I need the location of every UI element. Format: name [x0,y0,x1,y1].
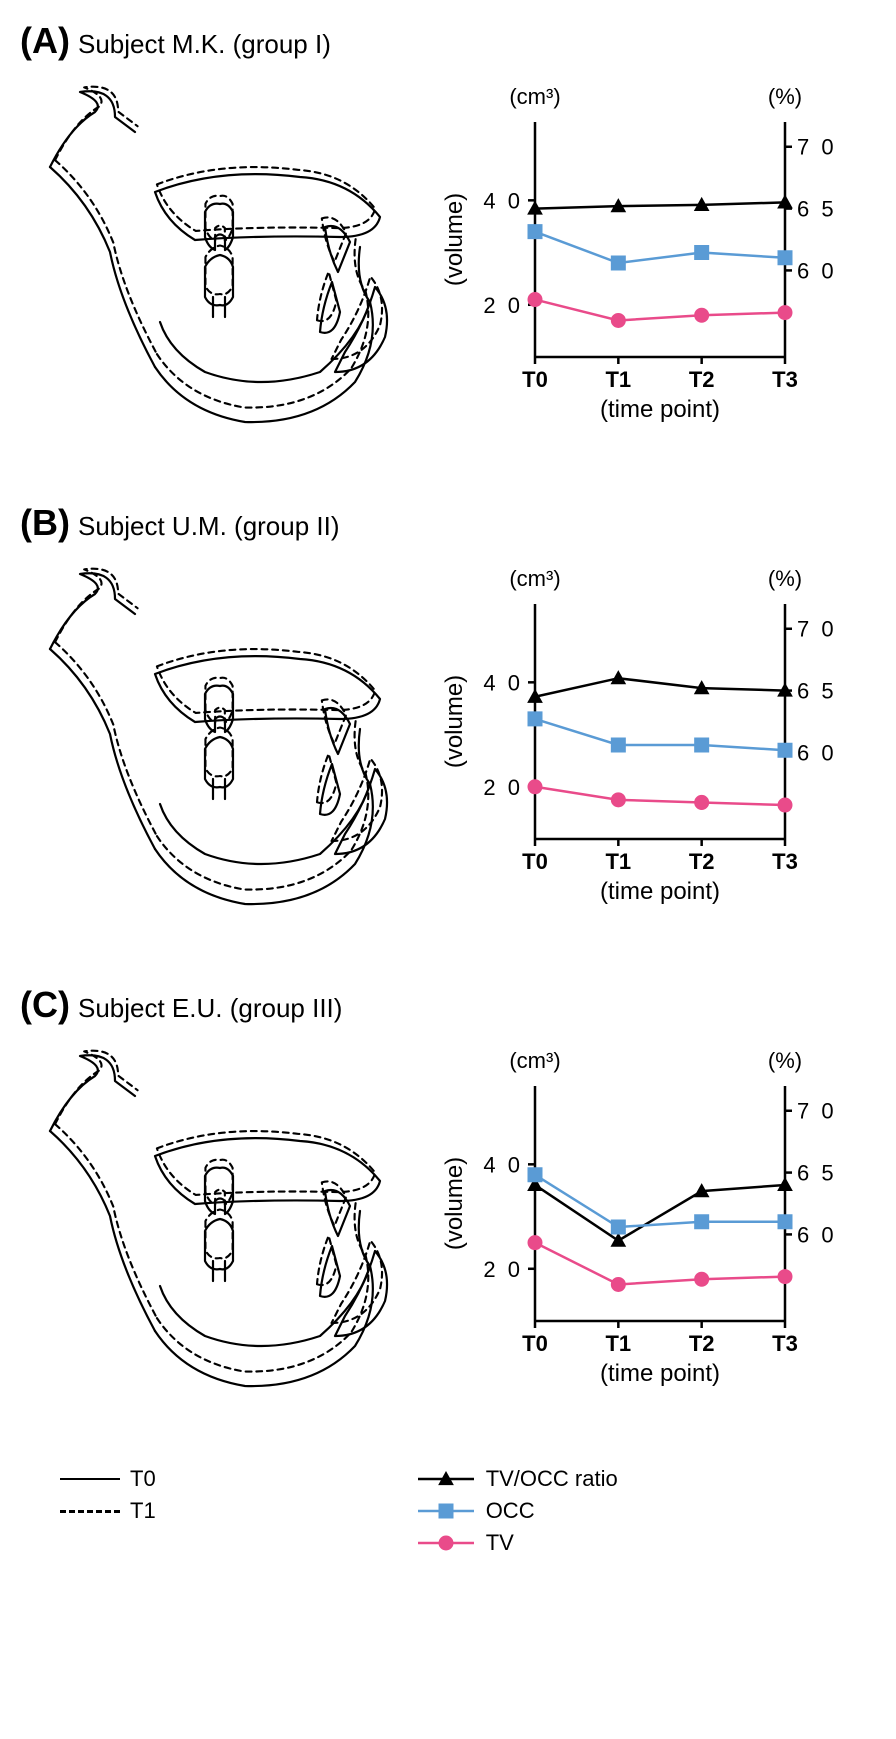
panel-body: 2 0 4 0 6 0 6 5 7 0 T0 T1 T2 T3 (cm³) (%) (volume) (… [20,554,876,934]
svg-text:(time point): (time point) [600,1360,720,1387]
panel-body: 2 0 4 0 6 0 6 5 7 0 T0 T1 T2 T3 (cm³) (%) (volume) (… [20,72,876,452]
legend-series-label: TV [486,1530,514,1556]
figure-legend: T0 T1 TV/OCC ratio OCC TV [20,1466,876,1556]
svg-text:T2: T2 [689,1331,715,1356]
panel-header: (A) Subject M.K. (group I) [20,20,876,62]
legend-t0-label: T0 [130,1466,156,1492]
panel-title: Subject M.K. (group I) [78,29,331,60]
svg-text:(%): (%) [768,84,802,109]
svg-text:7 0: 7 0 [797,1099,837,1124]
svg-text:2 0: 2 0 [483,775,523,800]
cephalometric-tracing-icon [20,554,420,934]
legend-series-item: OCC [416,1498,618,1524]
panel-title: Subject E.U. (group III) [78,993,342,1024]
legend-series-item: TV/OCC ratio [416,1466,618,1492]
svg-text:T1: T1 [605,367,631,392]
svg-text:(time point): (time point) [600,396,720,423]
panel-header: (C) Subject E.U. (group III) [20,984,876,1026]
svg-text:T0: T0 [522,849,548,874]
svg-text:(cm³): (cm³) [509,1048,560,1073]
svg-text:6 5: 6 5 [797,197,837,222]
svg-text:T3: T3 [772,1331,798,1356]
panel-c: (C) Subject E.U. (group III) [20,984,876,1416]
chart-wrap: 2 0 4 0 6 0 6 5 7 0 T0 T1 T2 T3 (cm³) (%) (volume) (… [440,72,860,432]
svg-text:T1: T1 [605,849,631,874]
svg-text:T2: T2 [689,849,715,874]
legend-t1-label: T1 [130,1498,156,1524]
svg-text:4 0: 4 0 [483,1152,523,1177]
svg-text:4 0: 4 0 [483,670,523,695]
svg-text:6 0: 6 0 [797,258,837,283]
chart-wrap: 2 0 4 0 6 0 6 5 7 0 T0 T1 T2 T3 (cm³) (%) (volume) (… [440,554,860,914]
panel-a: (A) Subject M.K. (group I) [20,20,876,452]
panel-b: (B) Subject U.M. (group II) [20,502,876,934]
panel-body: 2 0 4 0 6 0 6 5 7 0 T0 T1 T2 T3 (cm³) (%) (volume) (… [20,1036,876,1416]
svg-text:(%): (%) [768,1048,802,1073]
svg-text:6 0: 6 0 [797,1222,837,1247]
legend-series-label: TV/OCC ratio [486,1466,618,1492]
svg-text:T3: T3 [772,367,798,392]
svg-text:(volume): (volume) [441,675,468,768]
svg-text:6 5: 6 5 [797,1161,837,1186]
svg-text:(%): (%) [768,566,802,591]
svg-text:2 0: 2 0 [483,1257,523,1282]
svg-text:6 5: 6 5 [797,679,837,704]
legend-t1: T1 [60,1498,156,1524]
panel-title: Subject U.M. (group II) [78,511,340,542]
panel-header: (B) Subject U.M. (group II) [20,502,876,544]
line-style-legend: T0 T1 [60,1466,156,1556]
panel-letter: (B) [20,502,70,544]
legend-t0: T0 [60,1466,156,1492]
cephalometric-tracing-icon [20,72,420,452]
svg-text:(volume): (volume) [441,193,468,286]
svg-text:T1: T1 [605,1331,631,1356]
chart-wrap: 2 0 4 0 6 0 6 5 7 0 T0 T1 T2 T3 (cm³) (%) (volume) (… [440,1036,860,1396]
svg-text:(volume): (volume) [441,1157,468,1250]
panel-letter: (C) [20,984,70,1026]
cephalometric-tracing-icon [20,1036,420,1416]
volume-chart: 2 0 4 0 6 0 6 5 7 0 T0 T1 T2 T3 (cm³) (%) (volume) (… [440,1036,860,1396]
volume-chart: 2 0 4 0 6 0 6 5 7 0 T0 T1 T2 T3 (cm³) (%) (volume) (… [440,72,860,432]
svg-text:2 0: 2 0 [483,293,523,318]
volume-chart: 2 0 4 0 6 0 6 5 7 0 T0 T1 T2 T3 (cm³) (%) (volume) (… [440,554,860,914]
panel-letter: (A) [20,20,70,62]
svg-text:T0: T0 [522,367,548,392]
svg-text:7 0: 7 0 [797,617,837,642]
svg-text:7 0: 7 0 [797,135,837,160]
svg-text:T3: T3 [772,849,798,874]
svg-text:(cm³): (cm³) [509,84,560,109]
svg-text:T0: T0 [522,1331,548,1356]
svg-text:4 0: 4 0 [483,188,523,213]
svg-text:T2: T2 [689,367,715,392]
legend-series-item: TV [416,1530,618,1556]
svg-text:6 0: 6 0 [797,740,837,765]
series-legend: TV/OCC ratio OCC TV [416,1466,618,1556]
svg-text:(cm³): (cm³) [509,566,560,591]
legend-series-label: OCC [486,1498,535,1524]
svg-text:(time point): (time point) [600,878,720,905]
